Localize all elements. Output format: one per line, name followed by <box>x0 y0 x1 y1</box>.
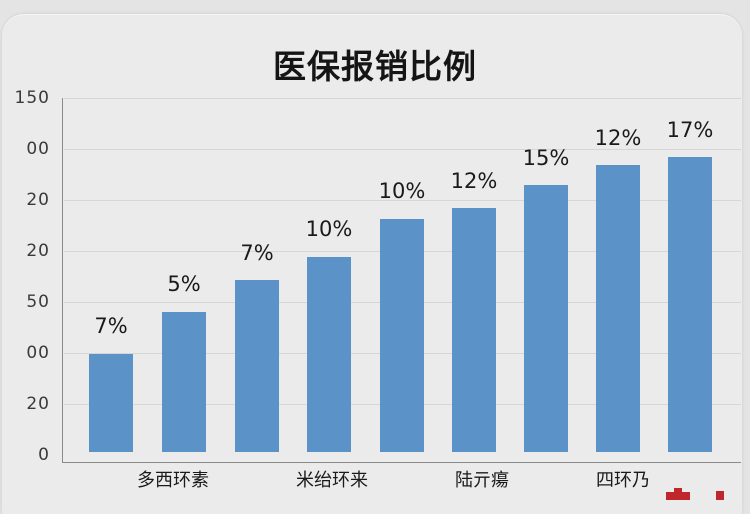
bar-value-label: 15% <box>522 146 570 170</box>
bar <box>596 165 640 452</box>
y-tick-label: 50 <box>26 292 50 312</box>
gridline <box>64 98 741 99</box>
bar <box>307 257 351 452</box>
y-tick-label: 00 <box>26 139 50 159</box>
x-tick-label: 四环乃 <box>596 470 650 491</box>
y-tick-label: 20 <box>26 190 50 210</box>
x-axis-line <box>62 462 741 463</box>
chart-title: 医保报销比例 <box>273 47 477 86</box>
decorative-red-mark-right <box>716 491 724 500</box>
bar-value-label: 12% <box>594 126 642 150</box>
bar <box>452 208 496 452</box>
x-tick-label: 陆亓瘍 <box>455 470 509 491</box>
bar-value-label: 10% <box>378 179 426 203</box>
y-tick-label: 20 <box>26 394 50 414</box>
bar-value-label: 10% <box>305 217 353 241</box>
bar-value-label: 12% <box>450 169 498 193</box>
plot-area: 150 00 20 20 50 00 20 0 7% 5% 7% 10% 10% 12% 15% 12% 17%… <box>14 88 741 491</box>
y-tick-label: 20 <box>26 241 50 261</box>
bar-value-label: 5% <box>167 272 201 296</box>
bar-value-label: 7% <box>94 314 128 338</box>
bar <box>668 157 712 452</box>
x-tick-label: 多西环素 <box>137 470 209 491</box>
y-axis-line <box>62 98 63 462</box>
bar <box>524 185 568 452</box>
decorative-red-mark-left-stem <box>674 488 682 500</box>
bar <box>380 219 424 452</box>
y-tick-label: 150 <box>14 88 50 108</box>
bar <box>89 354 133 452</box>
gridline <box>64 149 741 150</box>
bar <box>162 312 206 452</box>
bar-value-label: 17% <box>666 118 714 142</box>
y-tick-label: 00 <box>26 343 50 363</box>
x-tick-label: 米绐环来 <box>296 470 368 491</box>
bar-value-label: 7% <box>240 241 274 265</box>
bar <box>235 280 279 452</box>
y-tick-label: 0 <box>38 445 50 465</box>
gridline <box>64 200 741 201</box>
